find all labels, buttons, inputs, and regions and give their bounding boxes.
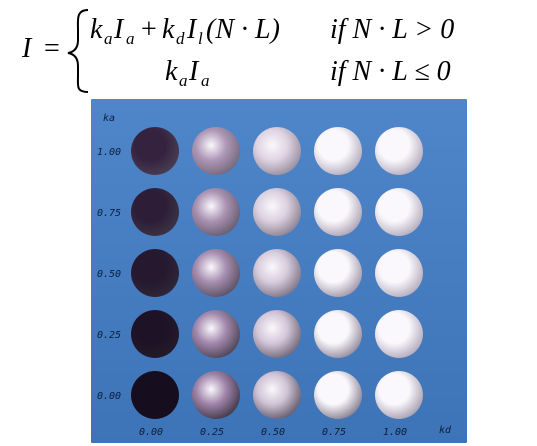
- svg-text:l: l: [198, 29, 203, 48]
- sphere-ka-0.5-kd-0.5: [253, 249, 301, 297]
- svg-text:a: a: [126, 29, 135, 48]
- sphere-grid-figure: ka kd 1.00 0.75 0.50 0.25 0.00 0.00 0.25 0.50 0…: [91, 99, 467, 443]
- y-axis-title: ka: [103, 113, 115, 124]
- equation-equals: =: [44, 33, 60, 64]
- x-tick-label: 0.75: [322, 427, 346, 438]
- x-axis-title: kd: [439, 425, 452, 436]
- sphere-ka-0-kd-0.25: [192, 371, 240, 419]
- svg-text:+: +: [141, 14, 157, 45]
- sphere-ka-0.25-kd-0: [131, 310, 179, 358]
- sphere-ka-1-kd-0: [131, 127, 179, 175]
- sphere-ka-0-kd-0: [131, 371, 179, 419]
- lighting-equation: I = k a I a + k d I l (N · L) if N · L >…: [21, 9, 454, 93]
- sphere-ka-0.75-kd-0: [131, 188, 179, 236]
- y-tick-label: 0.00: [97, 391, 121, 402]
- y-tick-label: 0.50: [97, 269, 121, 280]
- svg-text:I: I: [188, 56, 200, 87]
- svg-text:I: I: [186, 14, 198, 45]
- equation-lhs: I: [21, 33, 33, 64]
- case1-expression: k a I a + k d I l (N · L): [90, 14, 280, 48]
- sphere-ka-0.5-kd-0.25: [192, 249, 240, 297]
- svg-text:d: d: [176, 29, 185, 48]
- y-tick-label: 0.25: [97, 330, 121, 341]
- sphere-ka-0.25-kd-0.25: [192, 310, 240, 358]
- case2-expression: k a I a: [165, 56, 210, 90]
- svg-text:a: a: [104, 29, 113, 48]
- x-axis-labels: 0.00 0.25 0.50 0.75 1.00: [139, 427, 407, 438]
- cases-brace: [67, 9, 89, 93]
- spheres: [131, 127, 423, 419]
- svg-text:a: a: [179, 71, 188, 90]
- svg-text:I: I: [113, 14, 125, 45]
- sphere-ka-0-kd-1: [375, 371, 423, 419]
- sphere-grid: ka kd 1.000.750.500.250.00 0.00 0.25 0.50 0…: [91, 99, 467, 443]
- y-tick-label: 0.75: [97, 208, 121, 219]
- sphere-ka-0.5-kd-0.75: [314, 249, 362, 297]
- y-tick-label: 1.00: [97, 147, 121, 158]
- sphere-ka-1-kd-0.5: [253, 127, 301, 175]
- y-axis-labels: 1.00 0.75 0.50 0.25 0.00: [97, 147, 121, 402]
- sphere-ka-0-kd-0.5: [253, 371, 301, 419]
- sphere-ka-0.25-kd-0.75: [314, 310, 362, 358]
- x-tick-label: 1.00: [383, 427, 407, 438]
- sphere-ka-0.75-kd-0.5: [253, 188, 301, 236]
- sphere-ka-0.75-kd-0.75: [314, 188, 362, 236]
- sphere-ka-1-kd-1: [375, 127, 423, 175]
- sphere-ka-0.5-kd-0: [131, 249, 179, 297]
- sphere-ka-0.25-kd-1: [375, 310, 423, 358]
- sphere-ka-0.75-kd-0.25: [192, 188, 240, 236]
- case1-condition: if N · L > 0: [330, 14, 454, 45]
- case2-condition: if N · L ≤ 0: [330, 56, 451, 87]
- sphere-ka-0.25-kd-0.5: [253, 310, 301, 358]
- svg-text:k: k: [90, 14, 103, 45]
- sphere-ka-0.5-kd-1: [375, 249, 423, 297]
- svg-text:k: k: [165, 56, 178, 87]
- sphere-ka-1-kd-0.75: [314, 127, 362, 175]
- x-tick-label: 0.25: [200, 427, 224, 438]
- x-tick-label: 0.00: [139, 427, 163, 438]
- sphere-ka-0-kd-0.75: [314, 371, 362, 419]
- svg-text:a: a: [201, 71, 210, 90]
- svg-text:(N · L): (N · L): [206, 14, 280, 45]
- sphere-ka-1-kd-0.25: [192, 127, 240, 175]
- svg-text:k: k: [162, 14, 175, 45]
- x-tick-label: 0.50: [261, 427, 285, 438]
- sphere-ka-0.75-kd-1: [375, 188, 423, 236]
